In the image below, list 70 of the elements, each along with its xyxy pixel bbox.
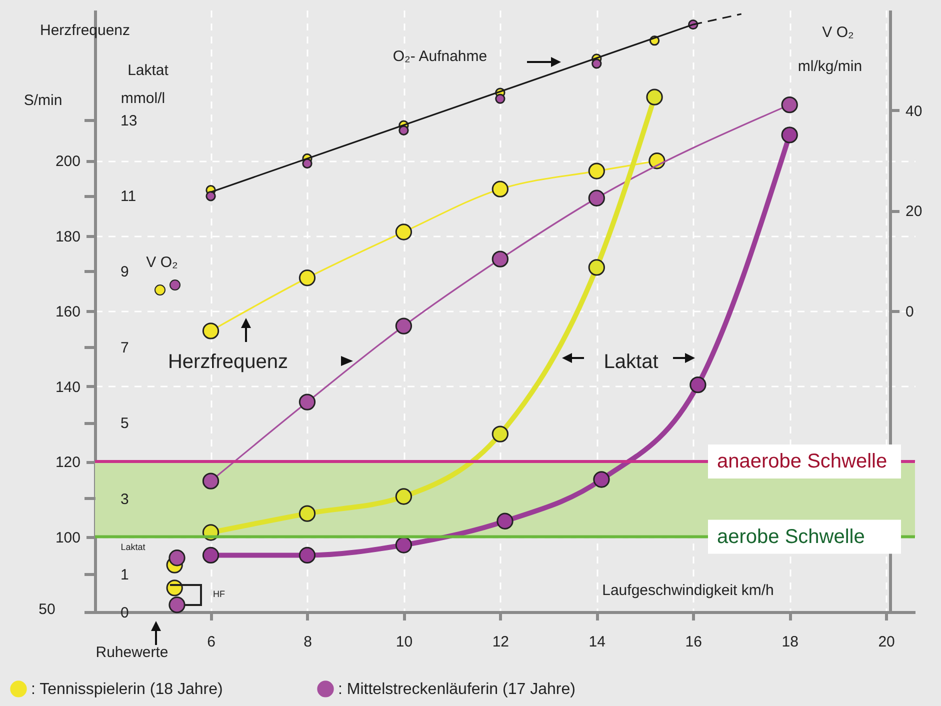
legend-label: : Mittelstreckenläuferin (17 Jahre) bbox=[338, 680, 576, 698]
x-tick-label: 16 bbox=[685, 634, 702, 650]
point bbox=[202, 472, 220, 490]
point bbox=[206, 191, 216, 202]
y-tick-label: 200 bbox=[55, 153, 80, 170]
y3-tick-label: 0 bbox=[906, 304, 914, 320]
point bbox=[298, 270, 316, 286]
point bbox=[395, 536, 412, 554]
point bbox=[168, 550, 186, 566]
annotation: Herzfrequenz bbox=[168, 351, 288, 373]
point bbox=[302, 158, 312, 169]
y2-tick-label: 5 bbox=[120, 415, 129, 432]
point bbox=[592, 58, 602, 69]
text: Ruhewerte bbox=[96, 644, 168, 661]
point bbox=[492, 180, 509, 198]
legend-label: : Tennisspielerin (18 Jahre) bbox=[31, 680, 223, 698]
point bbox=[298, 394, 316, 410]
point bbox=[781, 96, 798, 114]
point bbox=[492, 426, 509, 442]
y2-tick-label: 7 bbox=[120, 339, 129, 356]
y3-tick-label: 40 bbox=[906, 102, 922, 120]
y2-tick-label: 9 bbox=[120, 264, 129, 281]
y2-tick-label: 0 bbox=[120, 604, 129, 622]
annotation: O₂- Aufnahme bbox=[392, 48, 488, 65]
y2-tick-label: 3 bbox=[120, 490, 129, 508]
annotation: Laktat bbox=[604, 351, 659, 373]
annotation: Laktat bbox=[120, 542, 146, 552]
point bbox=[495, 94, 506, 104]
y2-axis-title: Laktat mmol/l bbox=[120, 62, 170, 107]
point bbox=[298, 505, 316, 522]
x-tick-label: 6 bbox=[207, 634, 216, 650]
x-tick-label: 8 bbox=[304, 634, 312, 650]
y-tick-label: 180 bbox=[55, 228, 80, 246]
point bbox=[492, 250, 509, 268]
y2-tick-label: 13 bbox=[120, 112, 138, 130]
point bbox=[398, 125, 409, 136]
point bbox=[298, 546, 316, 564]
point bbox=[690, 376, 706, 394]
annotation: HF bbox=[213, 589, 226, 599]
point bbox=[395, 488, 412, 505]
y-tick-label: 140 bbox=[55, 378, 80, 396]
x-tick-label: 14 bbox=[588, 634, 606, 650]
y2-tick-label: 11 bbox=[120, 188, 136, 206]
y-tick-label: 100 bbox=[55, 529, 80, 546]
point bbox=[781, 126, 798, 144]
point bbox=[168, 596, 186, 614]
point bbox=[593, 471, 610, 488]
point bbox=[202, 322, 220, 340]
text: 50 bbox=[38, 601, 56, 618]
y-tick-label: 120 bbox=[55, 454, 80, 471]
y3-tick-label: 20 bbox=[906, 203, 922, 220]
point bbox=[588, 162, 605, 180]
point bbox=[588, 259, 605, 276]
point bbox=[395, 318, 412, 334]
x-tick-label: 20 bbox=[878, 634, 895, 650]
point bbox=[496, 512, 514, 530]
x-tick-label: 10 bbox=[396, 634, 413, 650]
ref-line-label: anaerobe Schwelle bbox=[717, 450, 888, 472]
annotation: V O₂ bbox=[146, 254, 178, 271]
point bbox=[646, 88, 663, 106]
y3-axis-title: V O₂ ml/kg/min bbox=[798, 24, 862, 75]
x-tick-label: 18 bbox=[782, 634, 798, 650]
x-tick-label: 12 bbox=[492, 634, 510, 650]
y-tick-label: 160 bbox=[55, 304, 80, 320]
point bbox=[202, 546, 220, 564]
x-axis-title: Laufgeschwindigkeit km/h bbox=[602, 582, 774, 599]
y2-tick-label: 1 bbox=[120, 566, 129, 584]
point bbox=[588, 190, 605, 206]
ref-line-label: aerobe Schwelle bbox=[717, 526, 865, 548]
point bbox=[395, 224, 412, 240]
